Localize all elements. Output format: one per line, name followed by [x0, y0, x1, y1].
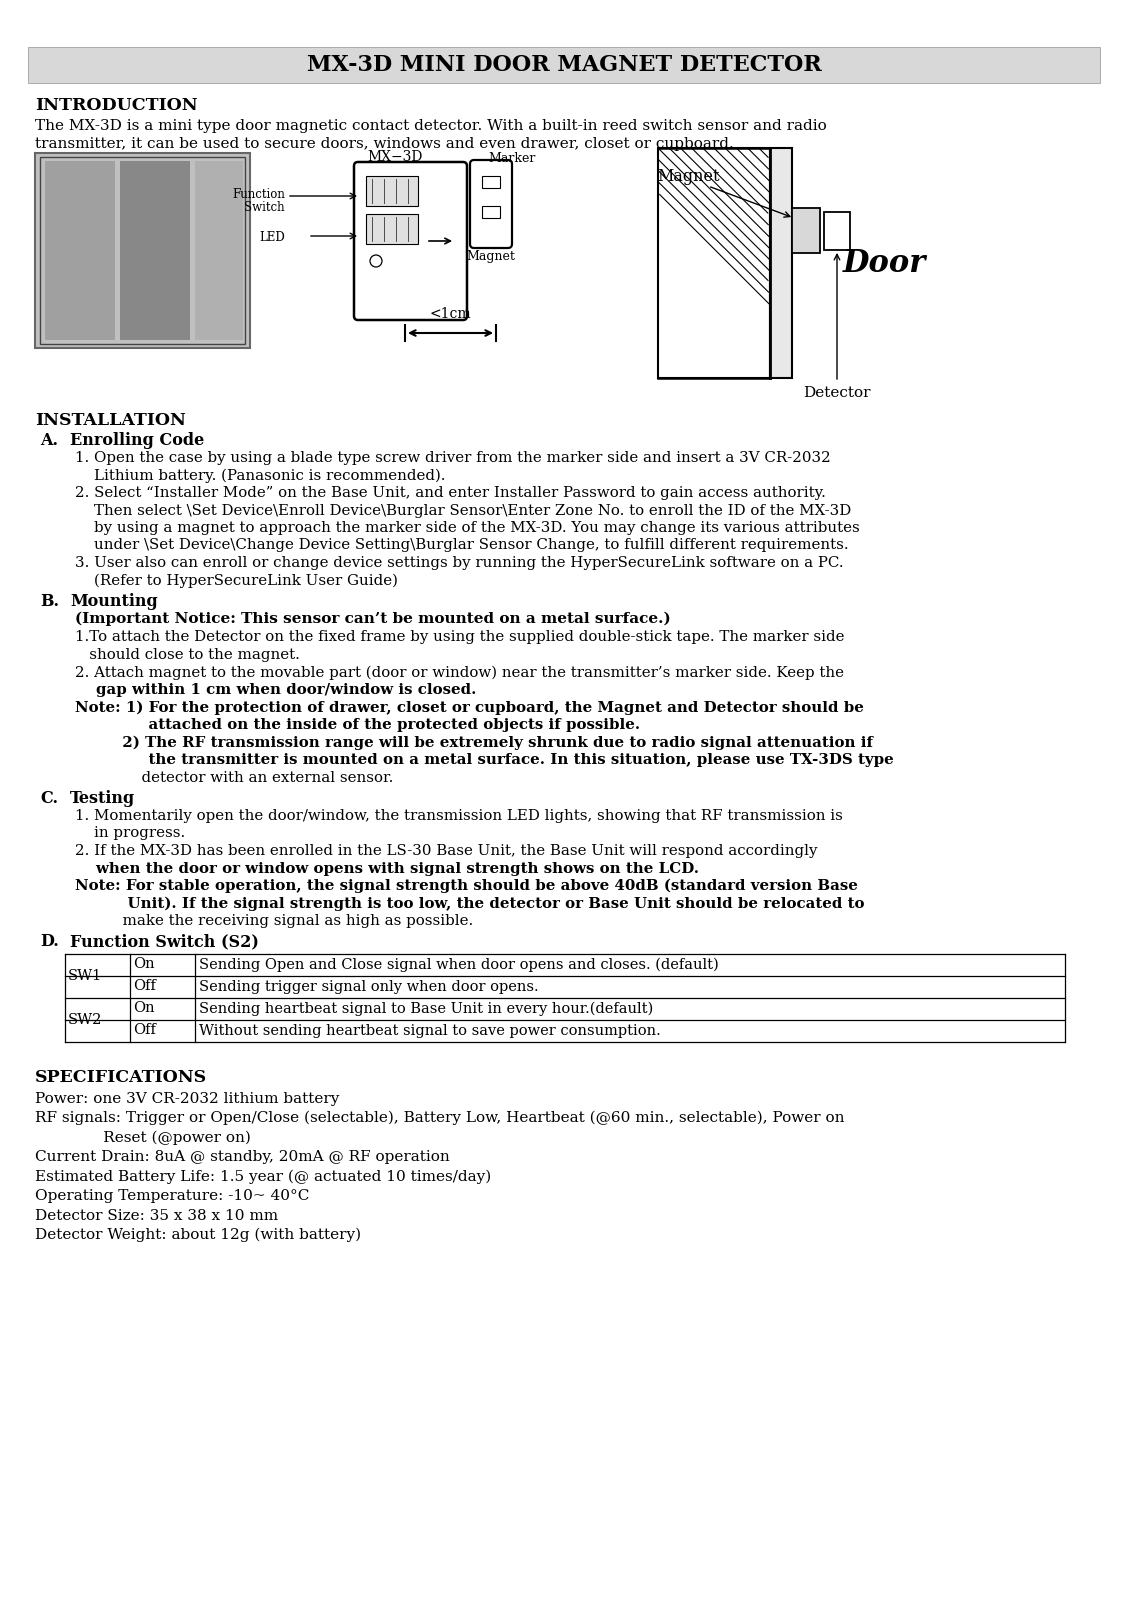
Text: 1.To attach the Detector on the fixed frame by using the supplied double-stick t: 1.To attach the Detector on the fixed fr…: [74, 630, 845, 645]
FancyBboxPatch shape: [354, 162, 467, 320]
Text: Then select \Set Device\Enroll Device\Burglar Sensor\Enter Zone No. to enroll th: Then select \Set Device\Enroll Device\Bu…: [74, 504, 852, 517]
Text: (Important Notice: This sensor can’t be mounted on a metal surface.): (Important Notice: This sensor can’t be …: [74, 611, 671, 626]
Text: when the door or window opens with signal strength shows on the LCD.: when the door or window opens with signa…: [74, 861, 699, 875]
Bar: [792, 208, 820, 253]
Text: Function: Function: [232, 187, 285, 202]
Text: Power: one 3V CR-2032 lithium battery: Power: one 3V CR-2032 lithium battery: [35, 1091, 340, 1106]
Text: 3. User also can enroll or change device settings by running the HyperSecureLink: 3. User also can enroll or change device…: [74, 557, 844, 570]
Text: attached on the inside of the protected objects if possible.: attached on the inside of the protected …: [74, 718, 640, 733]
Bar: [365, 214, 418, 243]
Text: MX−3D: MX−3D: [368, 150, 423, 165]
Text: The MX-3D is a mini type door magnetic contact detector. With a built-in reed sw: The MX-3D is a mini type door magnetic c…: [35, 118, 827, 133]
Text: 1. Momentarily open the door/window, the transmission LED lights, showing that R: 1. Momentarily open the door/window, the…: [74, 810, 843, 822]
Bar: [39, 157, 245, 344]
Text: LED: LED: [259, 230, 285, 243]
Bar: [482, 206, 500, 218]
Text: INSTALLATION: INSTALLATION: [35, 411, 186, 429]
Text: (Refer to HyperSecureLink User Guide): (Refer to HyperSecureLink User Guide): [74, 573, 398, 587]
Text: A.: A.: [39, 432, 58, 450]
Text: Switch: Switch: [245, 202, 285, 214]
Text: Marker: Marker: [488, 152, 536, 165]
Text: Door: Door: [843, 248, 926, 278]
Text: Unit). If the signal strength is too low, the detector or Base Unit should be re: Unit). If the signal strength is too low…: [74, 896, 864, 910]
Text: MX-3D MINI DOOR MAGNET DETECTOR: MX-3D MINI DOOR MAGNET DETECTOR: [307, 54, 821, 75]
Text: Reset (@power on): Reset (@power on): [35, 1131, 250, 1146]
Bar: [35, 154, 250, 349]
Text: Mounting: Mounting: [70, 594, 158, 610]
Text: gap within 1 cm when door/window is closed.: gap within 1 cm when door/window is clos…: [74, 683, 476, 698]
Bar: [482, 176, 500, 187]
Text: 1. Open the case by using a blade type screw driver from the marker side and ins: 1. Open the case by using a blade type s…: [74, 451, 830, 466]
Text: transmitter, it can be used to secure doors, windows and even drawer, closet or : transmitter, it can be used to secure do…: [35, 138, 733, 150]
Bar: [45, 162, 115, 341]
Text: On: On: [133, 957, 155, 971]
Text: Detector: Detector: [803, 386, 871, 400]
FancyBboxPatch shape: [470, 160, 512, 248]
Text: INTRODUCTION: INTRODUCTION: [35, 98, 197, 114]
Bar: [823, 211, 851, 250]
Text: <1cm: <1cm: [430, 307, 472, 322]
Text: Sending heartbeat signal to Base Unit in every hour.(default): Sending heartbeat signal to Base Unit in…: [199, 1002, 653, 1016]
Text: 2. Select “Installer Mode” on the Base Unit, and enter Installer Password to gai: 2. Select “Installer Mode” on the Base U…: [74, 486, 826, 499]
Text: Off: Off: [133, 979, 156, 994]
Text: Magnet: Magnet: [467, 250, 515, 262]
Circle shape: [370, 254, 382, 267]
Bar: [365, 176, 418, 206]
Text: should close to the magnet.: should close to the magnet.: [74, 648, 300, 662]
Text: by using a magnet to approach the marker side of the MX-3D. You may change its v: by using a magnet to approach the marker…: [74, 522, 860, 534]
Text: SPECIFICATIONS: SPECIFICATIONS: [35, 1069, 208, 1086]
Text: B.: B.: [39, 594, 59, 610]
Text: Off: Off: [133, 1024, 156, 1037]
Bar: [195, 162, 243, 341]
Text: Current Drain: 8uA @ standby, 20mA @ RF operation: Current Drain: 8uA @ standby, 20mA @ RF …: [35, 1150, 450, 1165]
Text: under \Set Device\Change Device Setting\Burglar Sensor Change, to fulfill differ: under \Set Device\Change Device Setting\…: [74, 539, 848, 552]
Text: make the receiving signal as high as possible.: make the receiving signal as high as pos…: [74, 914, 474, 928]
Text: Detector Weight: about 12g (with battery): Detector Weight: about 12g (with battery…: [35, 1229, 361, 1242]
Text: in progress.: in progress.: [74, 827, 185, 840]
Text: 2) The RF transmission range will be extremely shrunk due to radio signal attenu: 2) The RF transmission range will be ext…: [74, 736, 873, 750]
Text: SW2: SW2: [68, 1013, 103, 1027]
Bar: [770, 149, 792, 378]
Text: D.: D.: [39, 933, 59, 950]
Text: Testing: Testing: [70, 790, 135, 806]
Text: Note: For stable operation, the signal strength should be above 40dB (standard v: Note: For stable operation, the signal s…: [74, 878, 858, 893]
Text: detector with an external sensor.: detector with an external sensor.: [74, 771, 394, 784]
Bar: [28, 46, 1100, 83]
Text: Detector Size: 35 x 38 x 10 mm: Detector Size: 35 x 38 x 10 mm: [35, 1208, 279, 1222]
Text: Estimated Battery Life: 1.5 year (@ actuated 10 times/day): Estimated Battery Life: 1.5 year (@ actu…: [35, 1170, 492, 1184]
Text: Operating Temperature: -10~ 40°C: Operating Temperature: -10~ 40°C: [35, 1189, 309, 1203]
Text: 2. If the MX-3D has been enrolled in the LS-30 Base Unit, the Base Unit will res: 2. If the MX-3D has been enrolled in the…: [74, 845, 818, 858]
Text: SW1: SW1: [68, 968, 103, 982]
Text: On: On: [133, 1002, 155, 1016]
Text: RF signals: Trigger or Open/Close (selectable), Battery Low, Heartbeat (@60 min.: RF signals: Trigger or Open/Close (selec…: [35, 1110, 845, 1125]
Text: the transmitter is mounted on a metal surface. In this situation, please use TX-: the transmitter is mounted on a metal su…: [74, 754, 893, 766]
Text: Sending trigger signal only when door opens.: Sending trigger signal only when door op…: [199, 979, 539, 994]
Text: Enrolling Code: Enrolling Code: [70, 432, 204, 450]
Text: Sending Open and Close signal when door opens and closes. (default): Sending Open and Close signal when door …: [199, 957, 719, 971]
Bar: [658, 149, 770, 378]
Text: C.: C.: [39, 790, 58, 806]
Text: Magnet: Magnet: [656, 168, 720, 186]
Text: Note: 1) For the protection of drawer, closet or cupboard, the Magnet and Detect: Note: 1) For the protection of drawer, c…: [74, 701, 864, 715]
Text: 2. Attach magnet to the movable part (door or window) near the transmitter’s mar: 2. Attach magnet to the movable part (do…: [74, 666, 844, 680]
Bar: [120, 162, 190, 341]
Text: Function Switch (S2): Function Switch (S2): [70, 933, 258, 950]
Text: Without sending heartbeat signal to save power consumption.: Without sending heartbeat signal to save…: [199, 1024, 661, 1037]
Text: Lithium battery. (Panasonic is recommended).: Lithium battery. (Panasonic is recommend…: [74, 469, 446, 483]
